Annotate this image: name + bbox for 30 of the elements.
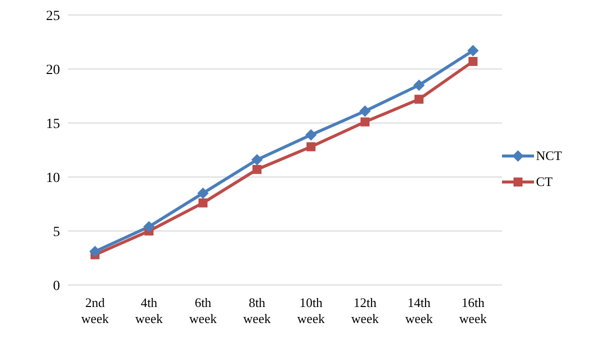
point <box>360 117 370 126</box>
point <box>252 164 262 174</box>
point <box>306 142 316 152</box>
point <box>90 246 100 258</box>
y-tick-label: 25 <box>46 8 60 24</box>
point <box>468 45 478 56</box>
point <box>414 94 424 104</box>
point <box>198 198 208 208</box>
x-tick-label: 2nd week <box>81 295 110 326</box>
x-tick-label: 8th week <box>243 295 272 326</box>
point <box>144 221 154 232</box>
y-tick-label: 15 <box>46 116 60 132</box>
x-tick-label: 6th week <box>189 295 218 326</box>
point <box>468 56 478 66</box>
point <box>360 106 370 117</box>
x-tick-label: 14th week <box>405 295 434 326</box>
point <box>306 129 316 140</box>
point <box>252 154 262 166</box>
legend-label: NCT <box>536 148 562 164</box>
point <box>414 80 424 91</box>
x-tick-label: 4th week <box>135 295 164 326</box>
y-tick-label: 10 <box>46 170 60 186</box>
legend-label: CT <box>536 174 553 190</box>
y-tick-label: 0 <box>53 278 60 294</box>
x-tick-label: 12th week <box>351 295 380 326</box>
x-tick-label: 16th week <box>459 295 488 326</box>
point <box>198 188 208 199</box>
y-tick-label: 5 <box>53 224 60 240</box>
x-tick-label: 10th week <box>297 295 326 326</box>
y-tick-label: 20 <box>46 62 60 78</box>
